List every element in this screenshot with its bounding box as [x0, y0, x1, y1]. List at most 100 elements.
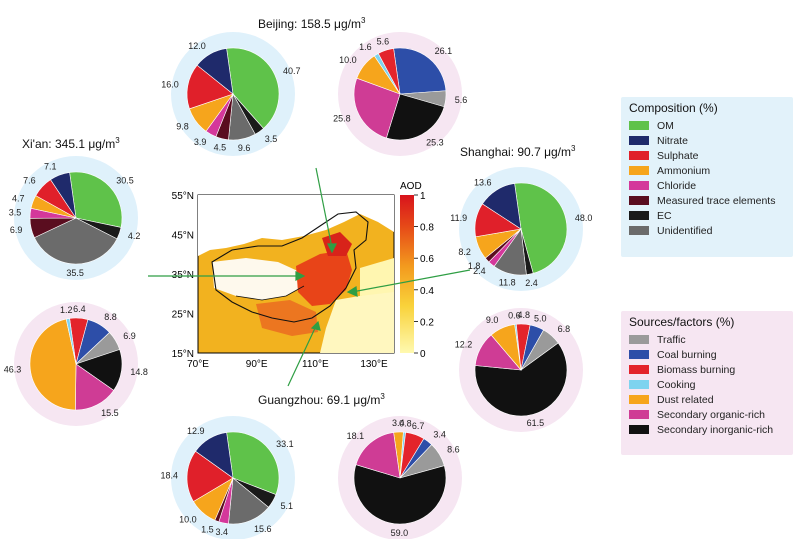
composition-legend-label: Nitrate — [657, 134, 688, 147]
colorbar-tick-label: 1 — [420, 191, 426, 202]
sources-legend-swatch — [629, 335, 649, 344]
pie-slice-label: 5.6 — [455, 95, 468, 105]
sources-legend-swatch — [629, 380, 649, 389]
pie-slice-label: 0.8 — [399, 418, 412, 428]
pie-guangzhou-sources: 3.40.8 6.73.48.659.018.1 — [338, 416, 462, 540]
composition-legend-swatch — [629, 196, 649, 205]
colorbar-tick-label: 0.4 — [420, 286, 434, 297]
pie-slice-label: 4.2 — [128, 231, 141, 241]
title-beijing: Beijing: 158.5 μg/m3 — [258, 16, 366, 31]
composition-legend-swatch — [629, 211, 649, 220]
pie-slice-label: 5.0 — [534, 314, 547, 324]
sources-legend-label: Traffic — [657, 333, 686, 346]
composition-legend-swatch — [629, 121, 649, 130]
pie-slice — [353, 77, 401, 139]
title-xian: Xi'an: 345.1 μg/m3 — [22, 136, 120, 151]
colorbar-title: AOD — [400, 181, 422, 192]
composition-legend-swatch — [629, 226, 649, 235]
pie-guangzhou-composition: 33.1 5.1 15.6 3.41.5 10.0 18.4 12.9 — [160, 416, 295, 540]
pie-slice-label: 6.7 — [412, 421, 425, 431]
sources-legend-label: Secondary organic-rich — [657, 408, 765, 421]
map-no-data-region — [198, 195, 394, 256]
sources-legend-item: Secondary organic-rich — [629, 407, 793, 422]
pie-slice — [474, 342, 568, 417]
map-high-aod-east — [296, 250, 352, 306]
city-connectors — [148, 167, 471, 387]
legend-composition-title: Composition (%) — [629, 101, 718, 115]
pie-slice-label: 6.9 — [123, 331, 136, 341]
map-ocean-east — [360, 258, 394, 296]
sources-legend-swatch — [629, 425, 649, 434]
latitude-tick-label: 25°N — [172, 310, 194, 321]
pie-slice-label: 16.0 — [161, 79, 179, 89]
pie-slice — [393, 47, 447, 95]
pie-slice-label: 13.6 — [474, 178, 492, 188]
pie-slice-label: 2.4 — [525, 278, 538, 288]
pie-slice-label: 1.2 — [60, 305, 73, 315]
pie-slice-label: 7.6 — [23, 176, 36, 186]
sources-legend-item: Coal burning — [629, 347, 793, 362]
colorbar-tick-label: 0.8 — [420, 223, 434, 234]
colorbar-tick-label: 0 — [420, 349, 426, 360]
legend-sources-items: Traffic Coal burning Biomass burning Cookin… — [621, 332, 793, 437]
sources-legend-label: Cooking — [657, 378, 696, 391]
pie-slice-label: 4.7 — [12, 194, 25, 204]
pie-slice-label: 61.5 — [527, 418, 545, 428]
connector-shanghai — [351, 269, 471, 293]
pie-slice — [482, 183, 522, 230]
pie-slice-label: 8.2 — [458, 247, 471, 257]
legend-sources-title: Sources/factors (%) — [629, 315, 735, 329]
title-guangzhou: Guangzhou: 69.1 μg/m3 — [258, 392, 385, 407]
pie-slice-label: 7.1 — [44, 162, 57, 172]
pie-slice — [29, 318, 77, 411]
pie-beijing-sources: 26.1 5.6 25.3 25.8 10.01.6 5.6 — [333, 32, 467, 156]
pie-xian-sources: 6.4 8.8 6.9 14.8 15.5 46.3 1.2 — [4, 302, 148, 426]
sources-legend-item: Dust related — [629, 392, 793, 407]
pie-slice-label: 11.8 — [499, 277, 516, 287]
pie-slice-label: 15.5 — [101, 408, 119, 418]
pie-slice-label: 25.3 — [426, 137, 444, 147]
sources-legend-swatch — [629, 365, 649, 374]
pie-slice-label: 40.7 — [283, 66, 301, 76]
pie-slice-label: 3.5 — [265, 134, 278, 144]
pie-slice-label: 59.0 — [391, 528, 409, 538]
composition-legend-item: Ammonium — [629, 163, 793, 178]
sources-legend-item: Secondary inorganic-rich — [629, 422, 793, 437]
title-shanghai: Shanghai: 90.7 μg/m3 — [460, 144, 576, 159]
pie-slice-label: 5.1 — [281, 501, 294, 511]
pie-slice-label: 9.6 — [238, 143, 251, 153]
pie-slice — [490, 324, 522, 371]
composition-legend-item: Unidentified — [629, 223, 793, 238]
sources-legend-swatch — [629, 410, 649, 419]
pie-slice — [353, 464, 447, 525]
map-inner-border — [235, 285, 305, 301]
pie-slice-label: 6.4 — [73, 304, 86, 314]
longitude-tick-label: 70°E — [187, 359, 209, 370]
sources-legend-item: Cooking — [629, 377, 793, 392]
pie-slice-label: 10.0 — [179, 514, 197, 524]
pie-slice-label: 3.9 — [194, 137, 207, 147]
pie-charts: 40.7 3.5 9.6 4.5 3.9 9.8 16.0 12.0 26.1 5.6 25.3 25… — [4, 32, 592, 540]
legend-composition: Composition (%) OM Nitrate Sulphate Ammoniu… — [621, 97, 793, 257]
pie-slice-label: 6.8 — [558, 324, 571, 334]
pie-slice — [226, 431, 280, 495]
pie-slice-label: 1.6 — [359, 42, 372, 52]
map-china-border — [211, 211, 369, 323]
composition-legend-label: Measured trace elements — [657, 194, 776, 207]
connector-xian-arrow — [295, 271, 306, 281]
pie-slice — [186, 450, 234, 502]
connector-beijing — [315, 167, 333, 249]
colorbar-tick-label: 0.2 — [420, 317, 434, 328]
composition-legend-item: OM — [629, 118, 793, 133]
sources-legend-swatch — [629, 350, 649, 359]
composition-legend-item: Measured trace elements — [629, 193, 793, 208]
composition-legend-item: Sulphate — [629, 148, 793, 163]
map-plateau — [212, 258, 304, 300]
composition-legend-swatch — [629, 136, 649, 145]
pie-slice — [514, 182, 568, 274]
composition-legend-label: Chloride — [657, 179, 697, 192]
pie-slice-label: 11.9 — [450, 213, 467, 223]
pie-slice-label: 5.6 — [377, 37, 390, 47]
